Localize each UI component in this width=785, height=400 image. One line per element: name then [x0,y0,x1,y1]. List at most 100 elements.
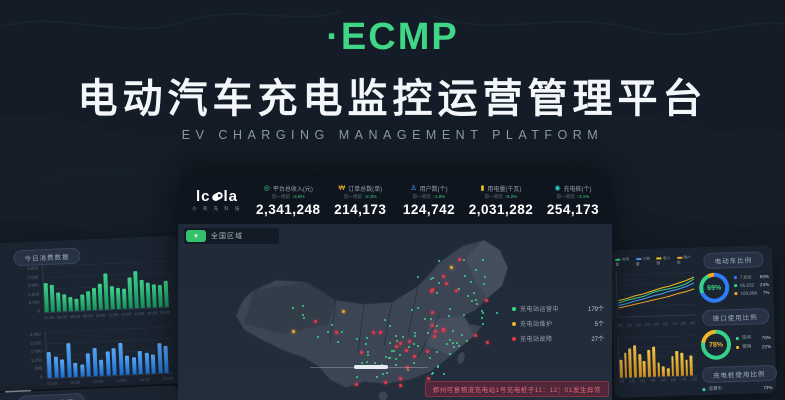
bar [666,368,670,377]
donut-legend-row: 空闲 78% [735,334,771,341]
user-icon: ♙ [410,185,417,192]
station-dot [463,313,466,316]
axis-tick: 6月 [670,377,677,383]
station-dot [463,274,466,277]
station-dot [388,325,391,328]
battery-icon: ▮ [480,185,485,192]
charger-usage-row: 运营中 73% [702,384,772,392]
station-dot [291,329,295,333]
axis-tick: 1月 [617,323,623,328]
station-dot [302,313,305,316]
station-dot [448,338,451,341]
station-dot [398,341,402,345]
station-dot [365,343,368,346]
axis-tick: 7月 [681,377,687,382]
brand-tagline: 小 哥 充 科 技 [191,206,242,211]
brand-text-right: la [223,188,239,205]
station-dot [473,292,476,295]
bar [73,362,78,377]
bar [85,353,91,377]
map-legend: 充电站运营中 179个 充电站维护 5个 充电站故障 27个 [512,304,604,349]
bar [145,282,151,308]
station-dot [384,355,387,358]
map-area: ▾ 全国区域 充电站运营中 179个 充电站维护 5个 充电站故障 27个 郑州可意物流充… [178,224,612,400]
brand-name: lc la [186,189,248,204]
stat-block: ▮ 用电量(千瓦) 较一周前 ↑5.2% 2,031,282 [469,184,534,217]
station-dot [367,350,370,353]
station-dot [417,345,420,348]
left-dashboard-panel: 今日消费数据 3,000 2,500 2,000 1,500 1,000 0 02:00 0… [0,235,184,393]
axis-tick: 02:00 [46,380,58,387]
bar [59,359,65,378]
stat-label: 平台总收入(元) [272,187,313,193]
bar [117,342,124,375]
kpi-stats-row: ◎ 平台总收入(元) 较一周前 ↑4.6% 2,341,248 ₩ 订单总数(单) 较一周前 ↑… [256,184,604,217]
bar [647,349,651,377]
legend-count: 5个 [594,322,604,328]
monthly-bar-chart [617,334,698,379]
right-dashboard-panel: 充电量 订单量 收入额 用户数 1月 2月 3月 4月 5月 6月 7月 8月 9月 1月 2月 3月 4月… [610,244,777,398]
station-dot [449,265,453,269]
bar [80,294,85,311]
map-legend-row: 充电站维护 5个 [512,319,604,328]
station-dot [380,363,383,366]
station-dot [467,294,470,297]
region-label: 全国区域 [211,233,243,240]
axis-tick: 08:00 [82,313,93,319]
station-dot [374,361,377,364]
stat-label-row: ₩ 订单总数(单) [331,184,389,193]
axis-tick: 1,200 [31,357,43,363]
station-dot [366,361,369,364]
station-dot [410,308,413,311]
ev-ratio-card: 电动车比例 69% 7,800 69% 85,032 24% 100,868 7% [698,249,770,304]
charger-usage-label: 运营中 [708,385,723,391]
station-dot [446,343,449,346]
station-dot [430,290,434,294]
station-dot [412,361,415,364]
bar [139,279,145,308]
station-dot [383,319,386,322]
axis-tick: 22:00 [162,375,173,382]
charger-icon: ◉ [554,185,561,192]
legend-dot [702,387,706,391]
station-dot [431,372,434,375]
bar [670,356,675,377]
bar [137,350,143,375]
station-dot [301,305,304,308]
station-dot [390,350,393,353]
station-dot [416,307,419,310]
station-dots-layer [178,224,612,400]
station-dot [483,283,486,286]
station-dot [484,299,488,302]
station-dot [385,371,388,374]
timeline-slider [310,365,428,369]
bar [99,359,104,376]
trend-line-chart [615,268,697,318]
station-dot [392,349,395,352]
bar [685,359,689,376]
station-dot [396,340,399,343]
stat-value: 254,173 [546,202,600,217]
stat-value: 2,341,248 [256,202,321,217]
axis-tick: 6月 [662,322,669,327]
station-dot [417,275,419,278]
station-dot [437,365,440,368]
station-dot [406,365,410,369]
port-usage-donut: 78% [700,329,732,361]
station-dot [327,330,330,333]
right-charts-column: 充电量 订单量 收入额 用户数 1月 2月 3月 4月 5月 6月 7月 8月 9月 1月 2月 3月 4月… [615,255,697,384]
station-dot [443,373,446,376]
station-dot [449,307,452,310]
stat-label-row: ♙ 用户数(个) [400,184,458,193]
slider-thumb[interactable] [354,365,388,369]
station-dot [470,299,473,302]
region-dropdown-button[interactable]: ▾ [186,230,206,242]
bar [49,284,55,312]
station-dot [481,312,484,315]
legend-label: 充电站维护 [520,322,553,328]
station-dot [447,314,450,317]
stat-block: ◉ 充电桩(个) 较一周前 ↑3.1% 254,173 [544,184,602,217]
axis-tick: 1,600 [30,348,42,355]
stat-label: 订单总数(单) [348,187,383,193]
